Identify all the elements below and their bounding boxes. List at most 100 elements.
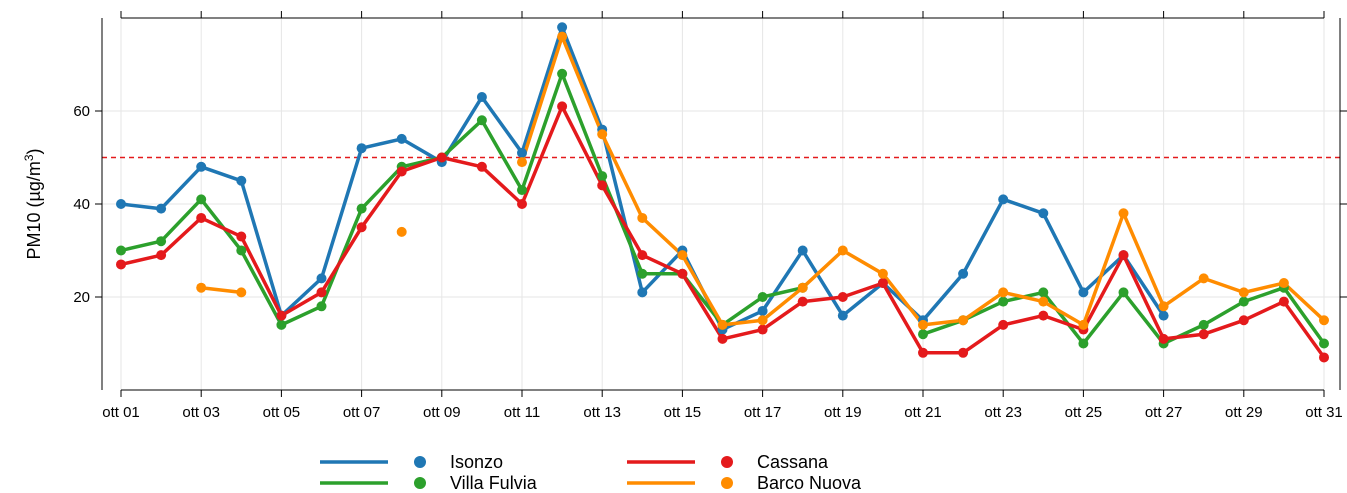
legend-point-swatch xyxy=(414,456,426,468)
data-point xyxy=(517,157,527,168)
data-point xyxy=(236,245,247,256)
x-tick-label: ott 11 xyxy=(504,404,540,421)
data-point xyxy=(116,245,126,256)
data-point xyxy=(637,250,648,261)
data-point xyxy=(597,180,608,191)
data-point xyxy=(918,329,928,340)
legend-label: Barco Nuova xyxy=(757,473,862,493)
data-point xyxy=(557,68,568,79)
data-point xyxy=(1118,208,1129,219)
series-line xyxy=(199,285,244,295)
x-tick-label: ott 01 xyxy=(102,404,140,421)
data-point xyxy=(958,268,969,279)
legend-point-swatch xyxy=(721,456,733,468)
legend-point-swatch xyxy=(721,477,733,489)
data-point xyxy=(1238,287,1249,298)
data-point xyxy=(316,273,327,284)
legend-item: Isonzo xyxy=(320,452,503,472)
data-point xyxy=(276,319,287,330)
data-point xyxy=(757,315,768,326)
data-point xyxy=(1158,301,1169,312)
data-point xyxy=(1038,208,1049,219)
data-point xyxy=(998,319,1009,330)
data-point xyxy=(517,185,527,196)
data-point xyxy=(236,287,247,298)
data-point xyxy=(156,250,167,261)
data-point xyxy=(356,143,367,154)
legend-label: Villa Fulvia xyxy=(450,473,538,493)
data-point xyxy=(196,212,207,223)
data-point xyxy=(717,333,728,344)
data-point xyxy=(717,319,728,330)
data-point xyxy=(156,236,167,247)
x-tick-label: ott 05 xyxy=(263,404,301,421)
data-point xyxy=(1038,287,1049,298)
data-point xyxy=(1319,315,1329,326)
y-tick-label: 60 xyxy=(73,103,90,120)
data-point xyxy=(757,324,768,335)
data-point xyxy=(797,296,808,307)
data-point xyxy=(116,199,126,209)
data-point xyxy=(1238,296,1249,307)
data-point xyxy=(1319,338,1329,349)
y-axis-label: PM10 (µg/m3) xyxy=(22,148,44,259)
data-point xyxy=(396,166,407,177)
data-point xyxy=(236,231,247,242)
data-point xyxy=(998,194,1009,205)
x-tick-label: ott 03 xyxy=(182,404,220,421)
x-tick-label: ott 23 xyxy=(984,404,1022,421)
data-point xyxy=(236,175,247,186)
legend-item: Cassana xyxy=(627,452,829,472)
data-point xyxy=(156,203,167,214)
data-point xyxy=(837,292,848,302)
data-point xyxy=(356,222,367,233)
data-point xyxy=(918,319,928,330)
data-point xyxy=(1158,333,1169,344)
x-tick-label: ott 07 xyxy=(343,404,381,421)
x-tick-label: ott 19 xyxy=(824,404,862,421)
data-point xyxy=(1278,296,1289,307)
data-point xyxy=(837,310,848,321)
legend-item: Villa Fulvia xyxy=(320,473,538,493)
data-point xyxy=(116,259,126,270)
data-point xyxy=(877,278,888,289)
data-point xyxy=(1198,273,1209,284)
data-point xyxy=(196,194,207,205)
data-point xyxy=(877,268,888,279)
data-point xyxy=(1319,352,1329,363)
series-points xyxy=(116,22,1329,363)
data-point xyxy=(1278,278,1289,289)
data-point xyxy=(476,115,487,126)
y-axis-title: PM10 (µg/m3) xyxy=(22,148,44,259)
data-point xyxy=(356,203,367,214)
data-point xyxy=(1198,319,1209,330)
x-tick-label: ott 17 xyxy=(744,404,782,421)
data-point xyxy=(517,199,527,209)
data-point xyxy=(958,315,969,326)
data-point xyxy=(1198,329,1209,340)
data-point xyxy=(1038,310,1049,321)
x-tick-label: ott 29 xyxy=(1225,404,1263,421)
x-tick-label: ott 25 xyxy=(1065,404,1103,421)
data-point xyxy=(757,305,768,316)
data-point xyxy=(637,287,648,298)
data-point xyxy=(557,22,568,33)
data-point xyxy=(476,92,487,103)
data-point xyxy=(557,101,568,112)
data-point xyxy=(998,287,1009,298)
legend-item: Barco Nuova xyxy=(627,473,862,493)
data-point xyxy=(1078,338,1089,349)
data-point xyxy=(316,287,327,298)
data-point xyxy=(918,347,928,358)
x-tick-label: ott 15 xyxy=(664,404,702,421)
data-point xyxy=(557,31,568,42)
y-tick-label: 20 xyxy=(73,289,90,306)
data-point xyxy=(958,347,969,358)
data-point xyxy=(396,226,407,237)
data-point xyxy=(1078,319,1089,330)
data-point xyxy=(637,212,648,223)
series-line xyxy=(119,25,1166,332)
data-point xyxy=(436,152,447,163)
y-tick-label: 40 xyxy=(73,196,90,213)
